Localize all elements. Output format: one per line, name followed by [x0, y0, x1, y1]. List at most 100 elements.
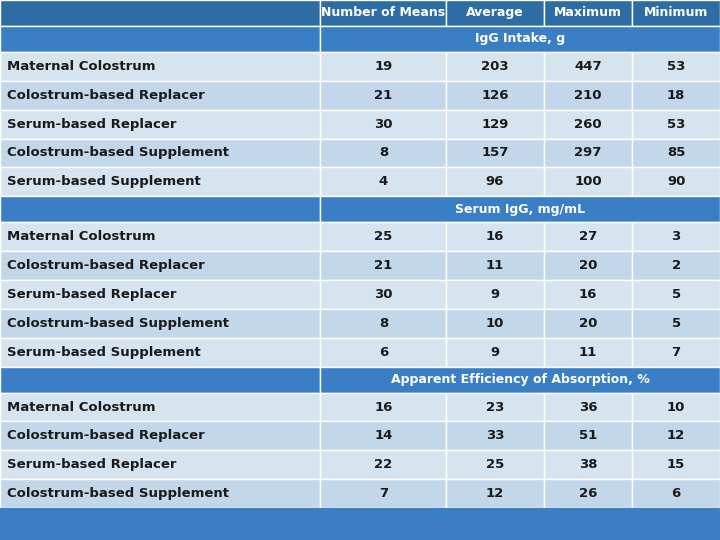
Text: 8: 8 [379, 146, 388, 159]
Text: 9: 9 [490, 346, 500, 359]
Bar [446, 338, 544, 367]
Text: 33: 33 [486, 429, 504, 442]
Text: 203: 203 [481, 60, 509, 73]
Text: 53: 53 [667, 60, 685, 73]
Bar [544, 222, 632, 251]
Bar [0, 81, 320, 110]
Bar [446, 0, 544, 26]
Bar [544, 139, 632, 167]
Text: Colostrum-based Replacer: Colostrum-based Replacer [7, 259, 205, 272]
Text: 27: 27 [579, 230, 597, 243]
Bar [0, 139, 320, 167]
Text: 20: 20 [579, 317, 597, 330]
Text: Colostrum-based Replacer: Colostrum-based Replacer [7, 429, 205, 442]
Bar [320, 52, 446, 80]
Bar [446, 421, 544, 450]
Bar [320, 450, 446, 480]
Bar [632, 450, 720, 480]
Text: 9: 9 [490, 288, 500, 301]
Text: 16: 16 [486, 230, 504, 243]
Bar [320, 110, 446, 139]
Bar [632, 167, 720, 197]
Bar [632, 309, 720, 338]
Text: 30: 30 [374, 288, 392, 301]
Text: 26: 26 [579, 487, 597, 500]
Bar [320, 367, 720, 393]
Bar [632, 280, 720, 309]
Bar [632, 222, 720, 251]
Bar [446, 81, 544, 110]
Bar [544, 421, 632, 450]
Bar [544, 251, 632, 280]
Text: Maternal Colostrum: Maternal Colostrum [7, 401, 156, 414]
Bar [0, 280, 320, 309]
Text: Serum-based Supplement: Serum-based Supplement [7, 346, 201, 359]
Bar [0, 110, 320, 139]
Bar [544, 0, 632, 26]
Text: 25: 25 [374, 230, 392, 243]
Text: 16: 16 [579, 288, 597, 301]
Bar [0, 251, 320, 280]
Bar [446, 309, 544, 338]
Text: 19: 19 [374, 60, 392, 73]
Text: 2: 2 [672, 259, 680, 272]
Bar [544, 167, 632, 197]
Text: Serum-based Supplement: Serum-based Supplement [7, 176, 201, 188]
Bar [0, 338, 320, 367]
Text: Maternal Colostrum: Maternal Colostrum [7, 230, 156, 243]
Bar [544, 81, 632, 110]
Bar [0, 309, 320, 338]
Bar [632, 81, 720, 110]
Text: 3: 3 [672, 230, 680, 243]
Text: Maternal Colostrum: Maternal Colostrum [7, 60, 156, 73]
Bar [320, 222, 446, 251]
Bar [632, 338, 720, 367]
Text: 10: 10 [667, 401, 685, 414]
Text: 100: 100 [574, 176, 602, 188]
Bar [632, 0, 720, 26]
Bar [0, 26, 320, 52]
Bar [320, 251, 446, 280]
Bar [320, 26, 720, 52]
Bar [544, 450, 632, 480]
Bar [0, 421, 320, 450]
Text: 16: 16 [374, 401, 392, 414]
Bar [632, 52, 720, 80]
Text: 85: 85 [667, 146, 685, 159]
Bar [544, 338, 632, 367]
Bar [446, 222, 544, 251]
Text: 10: 10 [486, 317, 504, 330]
Bar [0, 450, 320, 480]
Bar [446, 450, 544, 480]
Text: 90: 90 [667, 176, 685, 188]
Text: Serum-based Replacer: Serum-based Replacer [7, 118, 176, 131]
Bar [446, 251, 544, 280]
Text: Serum IgG, mg/mL: Serum IgG, mg/mL [455, 202, 585, 216]
Bar [320, 421, 446, 450]
Text: 6: 6 [672, 487, 680, 500]
Text: 96: 96 [486, 176, 504, 188]
Bar [320, 167, 446, 197]
Text: Colostrum-based Supplement: Colostrum-based Supplement [7, 487, 229, 500]
Bar [446, 139, 544, 167]
Text: 5: 5 [672, 317, 680, 330]
Text: 6: 6 [379, 346, 388, 359]
Bar [632, 480, 720, 508]
Text: 25: 25 [486, 458, 504, 471]
Bar [320, 280, 446, 309]
Bar [632, 251, 720, 280]
Text: 12: 12 [486, 487, 504, 500]
Text: Apparent Efficiency of Absorption, %: Apparent Efficiency of Absorption, % [391, 373, 649, 386]
Bar [544, 280, 632, 309]
Bar [0, 0, 320, 26]
Text: 38: 38 [579, 458, 597, 471]
Bar [632, 110, 720, 139]
Bar [446, 393, 544, 421]
Text: Colostrum-based Supplement: Colostrum-based Supplement [7, 146, 229, 159]
Text: Serum-based Replacer: Serum-based Replacer [7, 288, 176, 301]
Bar [0, 393, 320, 421]
Text: 18: 18 [667, 89, 685, 102]
Bar [446, 280, 544, 309]
Text: 210: 210 [574, 89, 602, 102]
Bar [632, 139, 720, 167]
